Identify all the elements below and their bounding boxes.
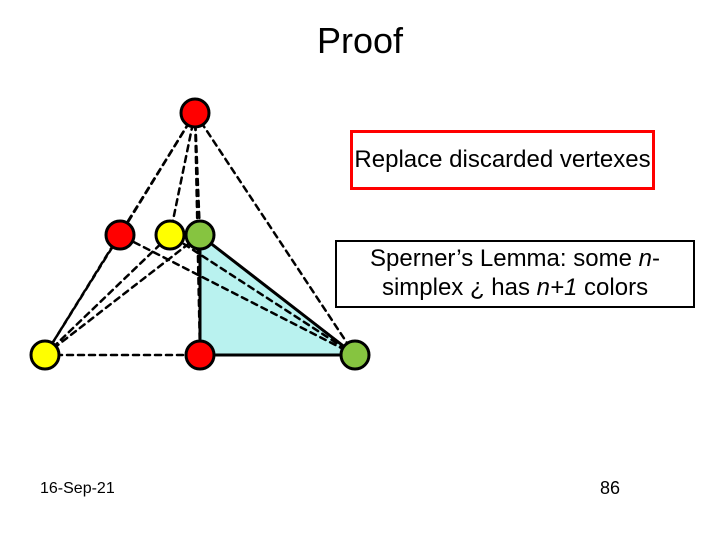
vertex-red [106,221,134,249]
vertex-green [186,221,214,249]
vertex-yellow [156,221,184,249]
vertex-green [341,341,369,369]
page-title: Proof [0,20,720,62]
vertex-red [186,341,214,369]
callout-sperner-lemma: Sperner’s Lemma: some n-simplex ¿ has n+… [335,240,695,308]
footer-page-number: 86 [600,478,620,499]
vertex-red [181,99,209,127]
footer-date: 16-Sep-21 [40,480,115,498]
vertex-yellow [31,341,59,369]
callout-text: Sperner’s Lemma: some n-simplex ¿ has n+… [337,245,693,303]
proof-diagram [20,95,380,395]
callout-replace-discarded: Replace discarded vertexes [350,130,655,190]
callout-text: Replace discarded vertexes [354,146,650,175]
